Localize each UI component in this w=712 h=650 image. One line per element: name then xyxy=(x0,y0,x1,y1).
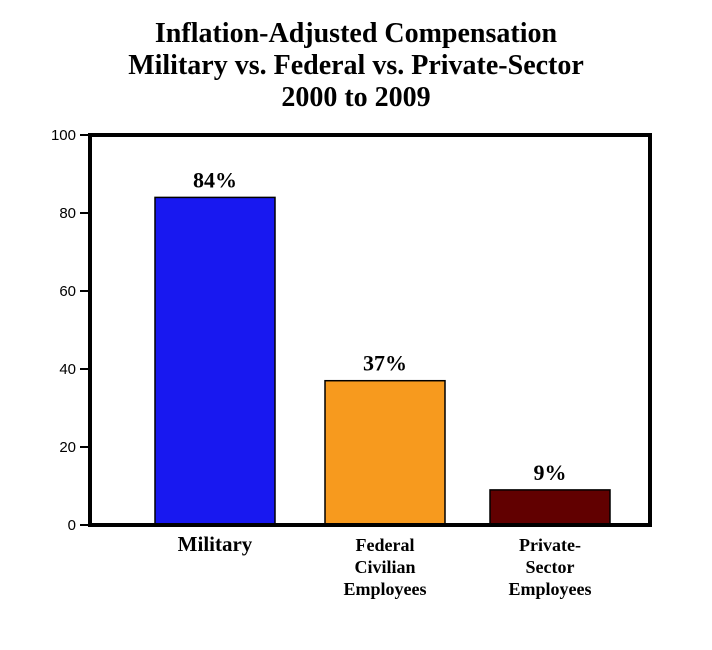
bar xyxy=(490,489,610,524)
bar-value-label: 84% xyxy=(193,167,237,192)
bar-chart: 0 20 40 60 80 100 84% 37% 9% Military FederalCivil… xyxy=(0,115,712,645)
y-tick-label: 100 xyxy=(51,127,76,144)
y-tick-label: 20 xyxy=(59,439,76,456)
y-tick-label: 80 xyxy=(59,205,76,222)
bar-value-label: 37% xyxy=(363,350,407,375)
category-label: Sector xyxy=(526,557,575,577)
category-label: Employees xyxy=(344,579,427,599)
bar-value-label: 9% xyxy=(534,459,567,484)
bar xyxy=(155,197,275,525)
category-label: Civilian xyxy=(354,557,415,577)
y-tick-label: 0 xyxy=(68,517,76,534)
y-tick-label: 60 xyxy=(59,283,76,300)
chart-title-line-2: Military vs. Federal vs. Private-Sector xyxy=(0,50,712,82)
chart-title-line-3: 2000 to 2009 xyxy=(0,82,712,114)
category-label: Private- xyxy=(519,535,581,555)
category-label: Employees xyxy=(509,579,592,599)
y-tick-label: 40 xyxy=(59,361,76,378)
category-label: Military xyxy=(178,532,253,556)
category-label: Federal xyxy=(356,535,415,555)
chart-title-line-1: Inflation-Adjusted Compensation xyxy=(0,18,712,50)
chart-title: Inflation-Adjusted Compensation Military… xyxy=(0,0,712,115)
bar xyxy=(325,380,445,524)
